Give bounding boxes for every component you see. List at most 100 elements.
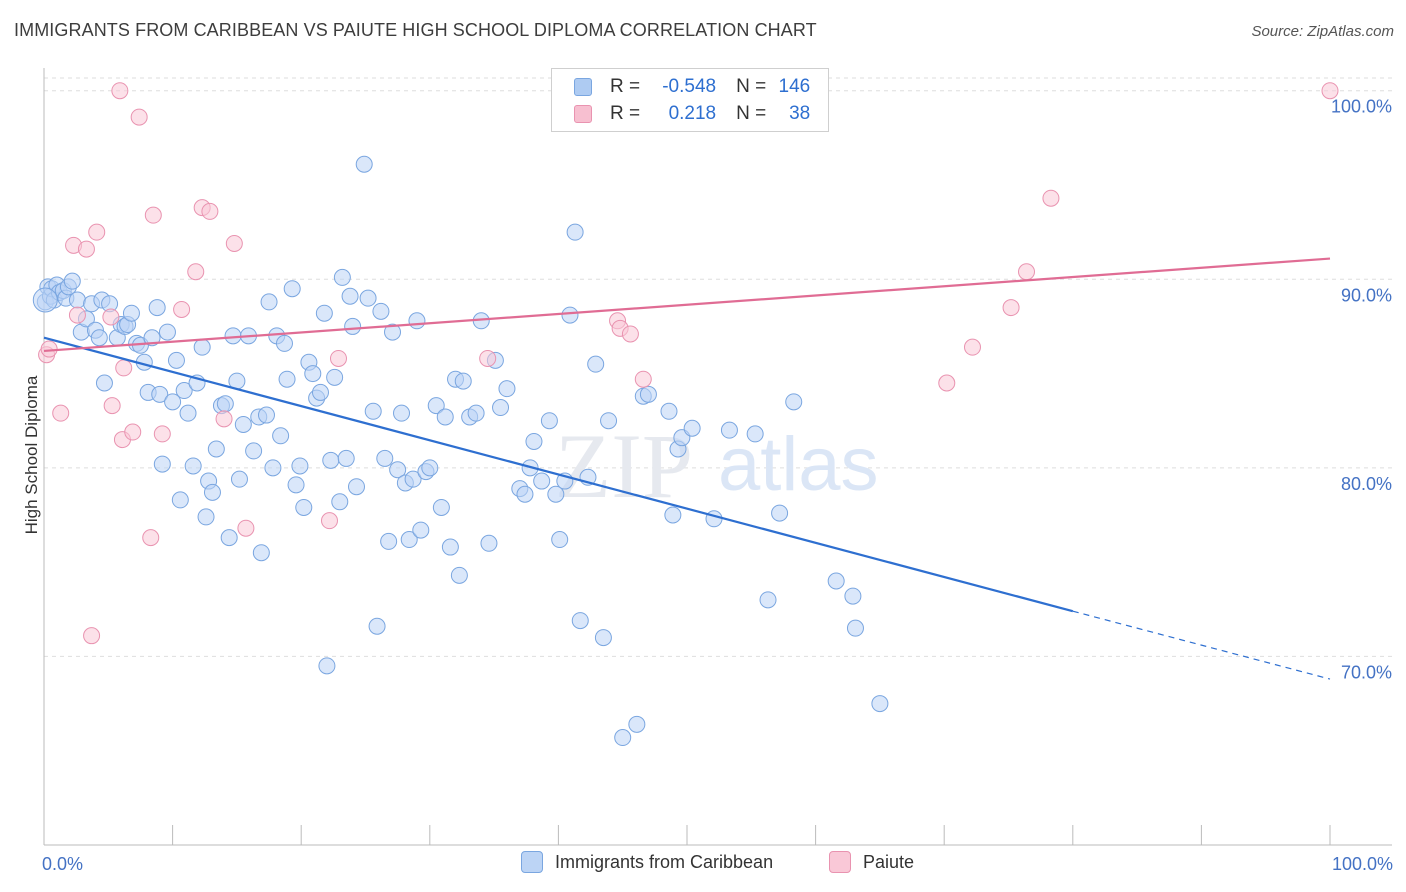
- point-caribbean-42: [197, 508, 215, 526]
- trend-lines: [43, 257, 1331, 680]
- point-caribbean-61: [272, 427, 290, 445]
- point-paiute-30: [621, 325, 639, 343]
- point-paiute-18: [173, 300, 191, 318]
- point-caribbean-80: [344, 317, 362, 335]
- point-caribbean-30: [148, 299, 166, 317]
- point-paiute-16: [144, 206, 162, 224]
- point-caribbean-91: [393, 404, 411, 422]
- correlation-legend: R = -0.548 N = 146 R = 0.218 N = 38: [551, 68, 829, 132]
- point-caribbean-100: [432, 498, 450, 516]
- legend-item-caribbean: Immigrants from Caribbean: [521, 851, 773, 873]
- trend-line-caribbean-extension: [1072, 610, 1331, 680]
- point-paiute-5: [77, 240, 95, 258]
- point-paiute-38: [1321, 82, 1339, 100]
- point-paiute-37: [1042, 189, 1060, 207]
- point-caribbean-31: [151, 385, 169, 403]
- point-caribbean-51: [230, 470, 248, 488]
- point-caribbean-34: [164, 393, 182, 411]
- point-caribbean-122: [561, 306, 579, 324]
- point-caribbean-81: [347, 478, 365, 496]
- legend-row-caribbean: R = -0.548 N = 146: [574, 74, 810, 100]
- point-caribbean-16: [90, 329, 108, 347]
- point-caribbean-101: [436, 408, 454, 426]
- legend-label-paiute: Paiute: [863, 851, 915, 872]
- point-caribbean-65: [287, 476, 305, 494]
- point-caribbean-93: [400, 531, 418, 549]
- legend-swatch-caribbean: [574, 78, 592, 96]
- x-tick-label-max: 100.0%: [1332, 854, 1393, 874]
- point-paiute-27: [479, 349, 497, 367]
- point-caribbean-88: [380, 532, 398, 550]
- point-paiute-6: [83, 627, 101, 645]
- point-caribbean-127: [594, 629, 612, 647]
- point-caribbean-67: [295, 498, 313, 516]
- point-paiute-35: [1002, 299, 1020, 317]
- y-tick-label-90: 90.0%: [1341, 285, 1392, 305]
- axes: [43, 68, 1392, 846]
- point-caribbean-57: [257, 406, 275, 424]
- point-caribbean-29: [143, 329, 161, 347]
- tick-labels: 70.0% 80.0% 90.0% 100.0% 0.0% 100.0%: [42, 97, 1393, 874]
- point-paiute-13: [124, 423, 142, 441]
- point-caribbean-84: [364, 402, 382, 420]
- point-paiute-12: [115, 359, 133, 377]
- point-caribbean-90: [389, 461, 407, 479]
- point-caribbean-86: [372, 302, 390, 320]
- point-caribbean-111: [492, 399, 510, 417]
- point-caribbean-75: [326, 368, 344, 386]
- watermark-zip: ZIP: [555, 415, 693, 517]
- point-caribbean-119: [547, 485, 565, 503]
- point-caribbean-114: [516, 485, 534, 503]
- point-paiute-8: [102, 308, 120, 326]
- watermark: ZIP atlas: [555, 415, 879, 517]
- point-caribbean-85: [368, 617, 386, 635]
- point-caribbean-69: [304, 365, 322, 383]
- point-caribbean-124: [571, 612, 589, 630]
- point-caribbean-10: [63, 272, 81, 290]
- point-caribbean-71: [311, 383, 329, 401]
- point-caribbean-99: [427, 397, 445, 415]
- legend-r-label: R =: [610, 103, 641, 124]
- point-caribbean-44: [203, 483, 221, 501]
- point-paiute-17: [153, 425, 171, 443]
- point-caribbean-145: [844, 587, 862, 605]
- point-caribbean-74: [322, 451, 340, 469]
- point-caribbean-105: [454, 372, 472, 390]
- point-caribbean-63: [278, 370, 296, 388]
- legend-n-label: N =: [736, 76, 767, 97]
- point-paiute-34: [963, 338, 981, 356]
- point-caribbean-94: [404, 470, 422, 488]
- point-caribbean-37: [175, 382, 193, 400]
- point-caribbean-83: [359, 289, 377, 307]
- point-paiute-15: [142, 529, 160, 547]
- point-caribbean-82: [355, 155, 373, 173]
- watermark-atlas: atlas: [718, 422, 879, 507]
- point-caribbean-54: [245, 442, 263, 460]
- point-caribbean-41: [193, 338, 211, 356]
- point-caribbean-89: [384, 323, 402, 341]
- source-label: Source: ZipAtlas.com: [1251, 23, 1394, 40]
- point-caribbean-107: [467, 404, 485, 422]
- point-caribbean-109: [480, 534, 498, 552]
- point-caribbean-146: [846, 619, 864, 637]
- point-caribbean-140: [746, 425, 764, 443]
- point-caribbean-58: [260, 293, 278, 311]
- point-caribbean-112: [498, 380, 516, 398]
- point-caribbean-138: [705, 510, 723, 528]
- point-caribbean-45: [207, 440, 225, 458]
- point-caribbean-139: [720, 421, 738, 439]
- point-caribbean-126: [587, 355, 605, 373]
- point-caribbean-18: [95, 374, 113, 392]
- trend-line-caribbean: [43, 336, 1074, 613]
- legend-item-paiute: Paiute: [829, 851, 914, 873]
- point-caribbean-95: [408, 312, 426, 330]
- point-caribbean-132: [639, 385, 657, 403]
- data-points: [32, 82, 1339, 747]
- legend-r-label: R =: [610, 76, 641, 97]
- legend-r-value: -0.548: [662, 76, 717, 97]
- trend-line-paiute: [43, 257, 1331, 353]
- point-paiute-7: [88, 223, 106, 241]
- point-caribbean-76: [331, 493, 349, 511]
- point-paiute-33: [938, 374, 956, 392]
- point-paiute-31: [634, 370, 652, 388]
